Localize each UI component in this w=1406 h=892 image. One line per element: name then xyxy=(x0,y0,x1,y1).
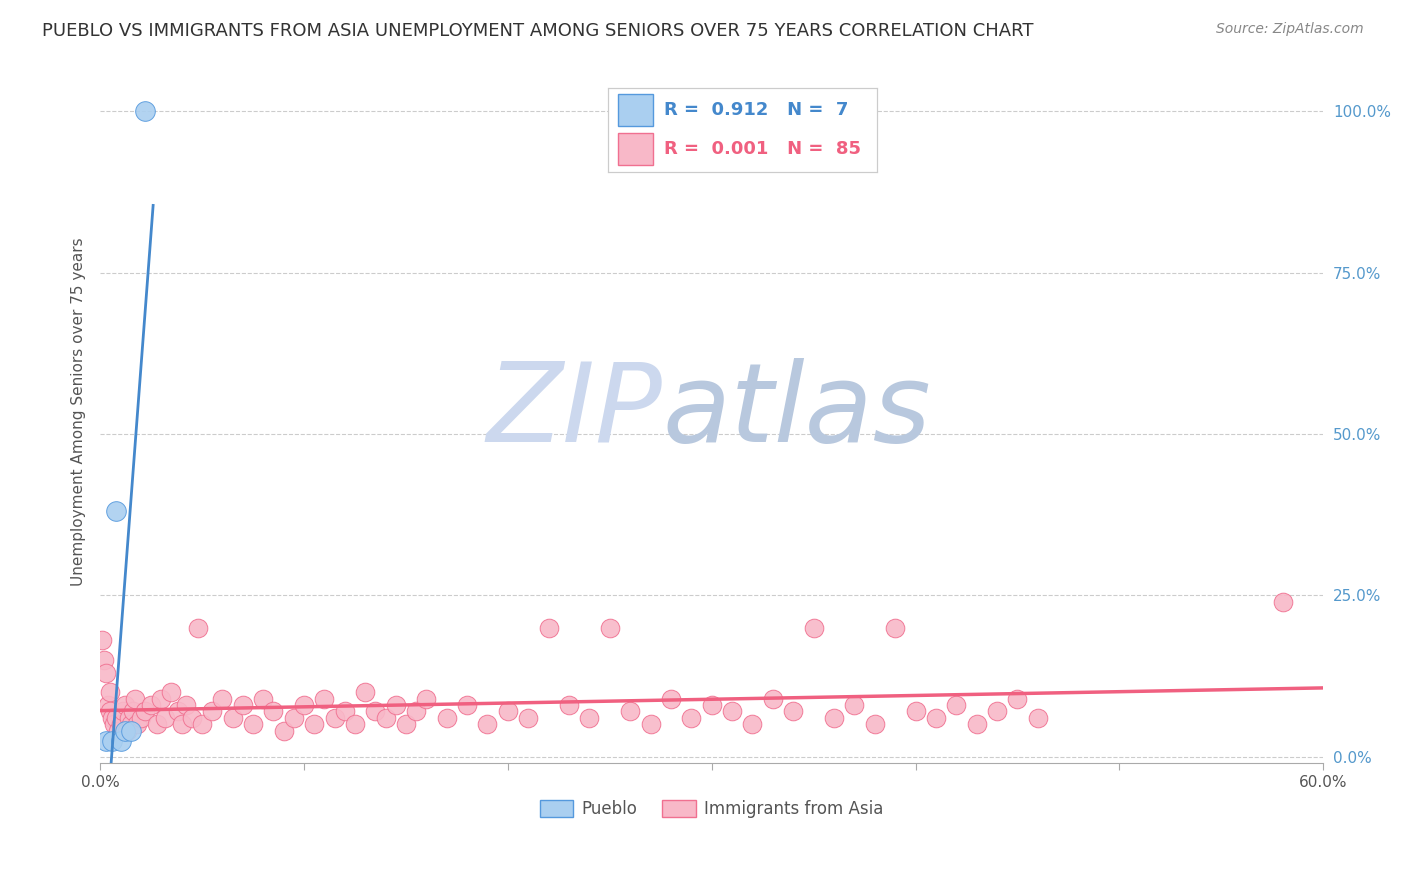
Point xyxy=(129,711,152,725)
Point xyxy=(107,723,129,738)
Point xyxy=(101,711,124,725)
Point xyxy=(456,698,478,712)
Text: Source: ZipAtlas.com: Source: ZipAtlas.com xyxy=(1216,22,1364,37)
Point xyxy=(364,705,387,719)
Point xyxy=(252,691,274,706)
Point xyxy=(863,717,886,731)
Point xyxy=(537,621,560,635)
Point xyxy=(803,621,825,635)
Point xyxy=(823,711,845,725)
Point xyxy=(105,711,128,725)
Point xyxy=(97,698,120,712)
Point xyxy=(115,723,138,738)
Point xyxy=(599,621,621,635)
Point xyxy=(884,621,907,635)
Point xyxy=(354,685,377,699)
Point xyxy=(681,711,703,725)
Point xyxy=(110,717,132,731)
Point xyxy=(283,711,305,725)
Point xyxy=(415,691,437,706)
Point xyxy=(762,691,785,706)
Point xyxy=(150,691,173,706)
Point xyxy=(558,698,581,712)
Point xyxy=(125,717,148,731)
Point xyxy=(187,621,209,635)
Point xyxy=(134,705,156,719)
Point xyxy=(221,711,243,725)
Point xyxy=(191,717,214,731)
Point xyxy=(333,705,356,719)
Text: atlas: atlas xyxy=(662,358,931,465)
Point xyxy=(262,705,284,719)
Point xyxy=(945,698,967,712)
Point xyxy=(232,698,254,712)
Point xyxy=(114,698,136,712)
Point xyxy=(477,717,499,731)
Point xyxy=(124,691,146,706)
Point xyxy=(844,698,866,712)
Point xyxy=(1007,691,1029,706)
Point xyxy=(323,711,346,725)
Point xyxy=(986,705,1008,719)
Point xyxy=(121,705,143,719)
Point xyxy=(721,705,744,719)
Point xyxy=(98,705,121,719)
Point xyxy=(174,698,197,712)
Point xyxy=(118,711,141,725)
Point xyxy=(96,665,118,680)
Point xyxy=(155,711,177,725)
Point xyxy=(302,717,325,731)
Point xyxy=(134,104,156,119)
Point xyxy=(314,691,336,706)
Point xyxy=(741,717,763,731)
Point xyxy=(242,717,264,731)
Point xyxy=(180,711,202,725)
Point xyxy=(91,633,114,648)
Point xyxy=(110,733,132,747)
Point xyxy=(146,717,169,731)
Legend: Pueblo, Immigrants from Asia: Pueblo, Immigrants from Asia xyxy=(533,794,890,825)
Point xyxy=(93,653,115,667)
Point xyxy=(114,723,136,738)
Point xyxy=(925,711,948,725)
Point xyxy=(405,705,427,719)
Point xyxy=(578,711,600,725)
Point xyxy=(96,733,118,747)
Point xyxy=(374,711,396,725)
Text: PUEBLO VS IMMIGRANTS FROM ASIA UNEMPLOYMENT AMONG SENIORS OVER 75 YEARS CORRELAT: PUEBLO VS IMMIGRANTS FROM ASIA UNEMPLOYM… xyxy=(42,22,1033,40)
Point xyxy=(273,723,295,738)
Point xyxy=(659,691,682,706)
Point xyxy=(201,705,224,719)
Point xyxy=(343,717,366,731)
Point xyxy=(1271,595,1294,609)
Point xyxy=(101,733,124,747)
Point xyxy=(619,705,641,719)
Point xyxy=(170,717,193,731)
Point xyxy=(1026,711,1049,725)
Point xyxy=(436,711,458,725)
Point xyxy=(166,705,188,719)
Point xyxy=(782,705,804,719)
Point xyxy=(160,685,183,699)
Point xyxy=(105,504,128,518)
Point xyxy=(98,685,121,699)
Point xyxy=(120,723,142,738)
Point xyxy=(120,717,142,731)
Point xyxy=(395,717,418,731)
Text: ZIP: ZIP xyxy=(486,358,662,465)
Point xyxy=(517,711,540,725)
Point xyxy=(384,698,406,712)
Point xyxy=(292,698,315,712)
Point xyxy=(139,698,162,712)
Point xyxy=(640,717,662,731)
Point xyxy=(966,717,988,731)
Point xyxy=(904,705,927,719)
Point xyxy=(111,705,134,719)
Point xyxy=(103,717,125,731)
Point xyxy=(496,705,519,719)
Y-axis label: Unemployment Among Seniors over 75 years: Unemployment Among Seniors over 75 years xyxy=(72,237,86,586)
Point xyxy=(211,691,233,706)
Point xyxy=(700,698,723,712)
